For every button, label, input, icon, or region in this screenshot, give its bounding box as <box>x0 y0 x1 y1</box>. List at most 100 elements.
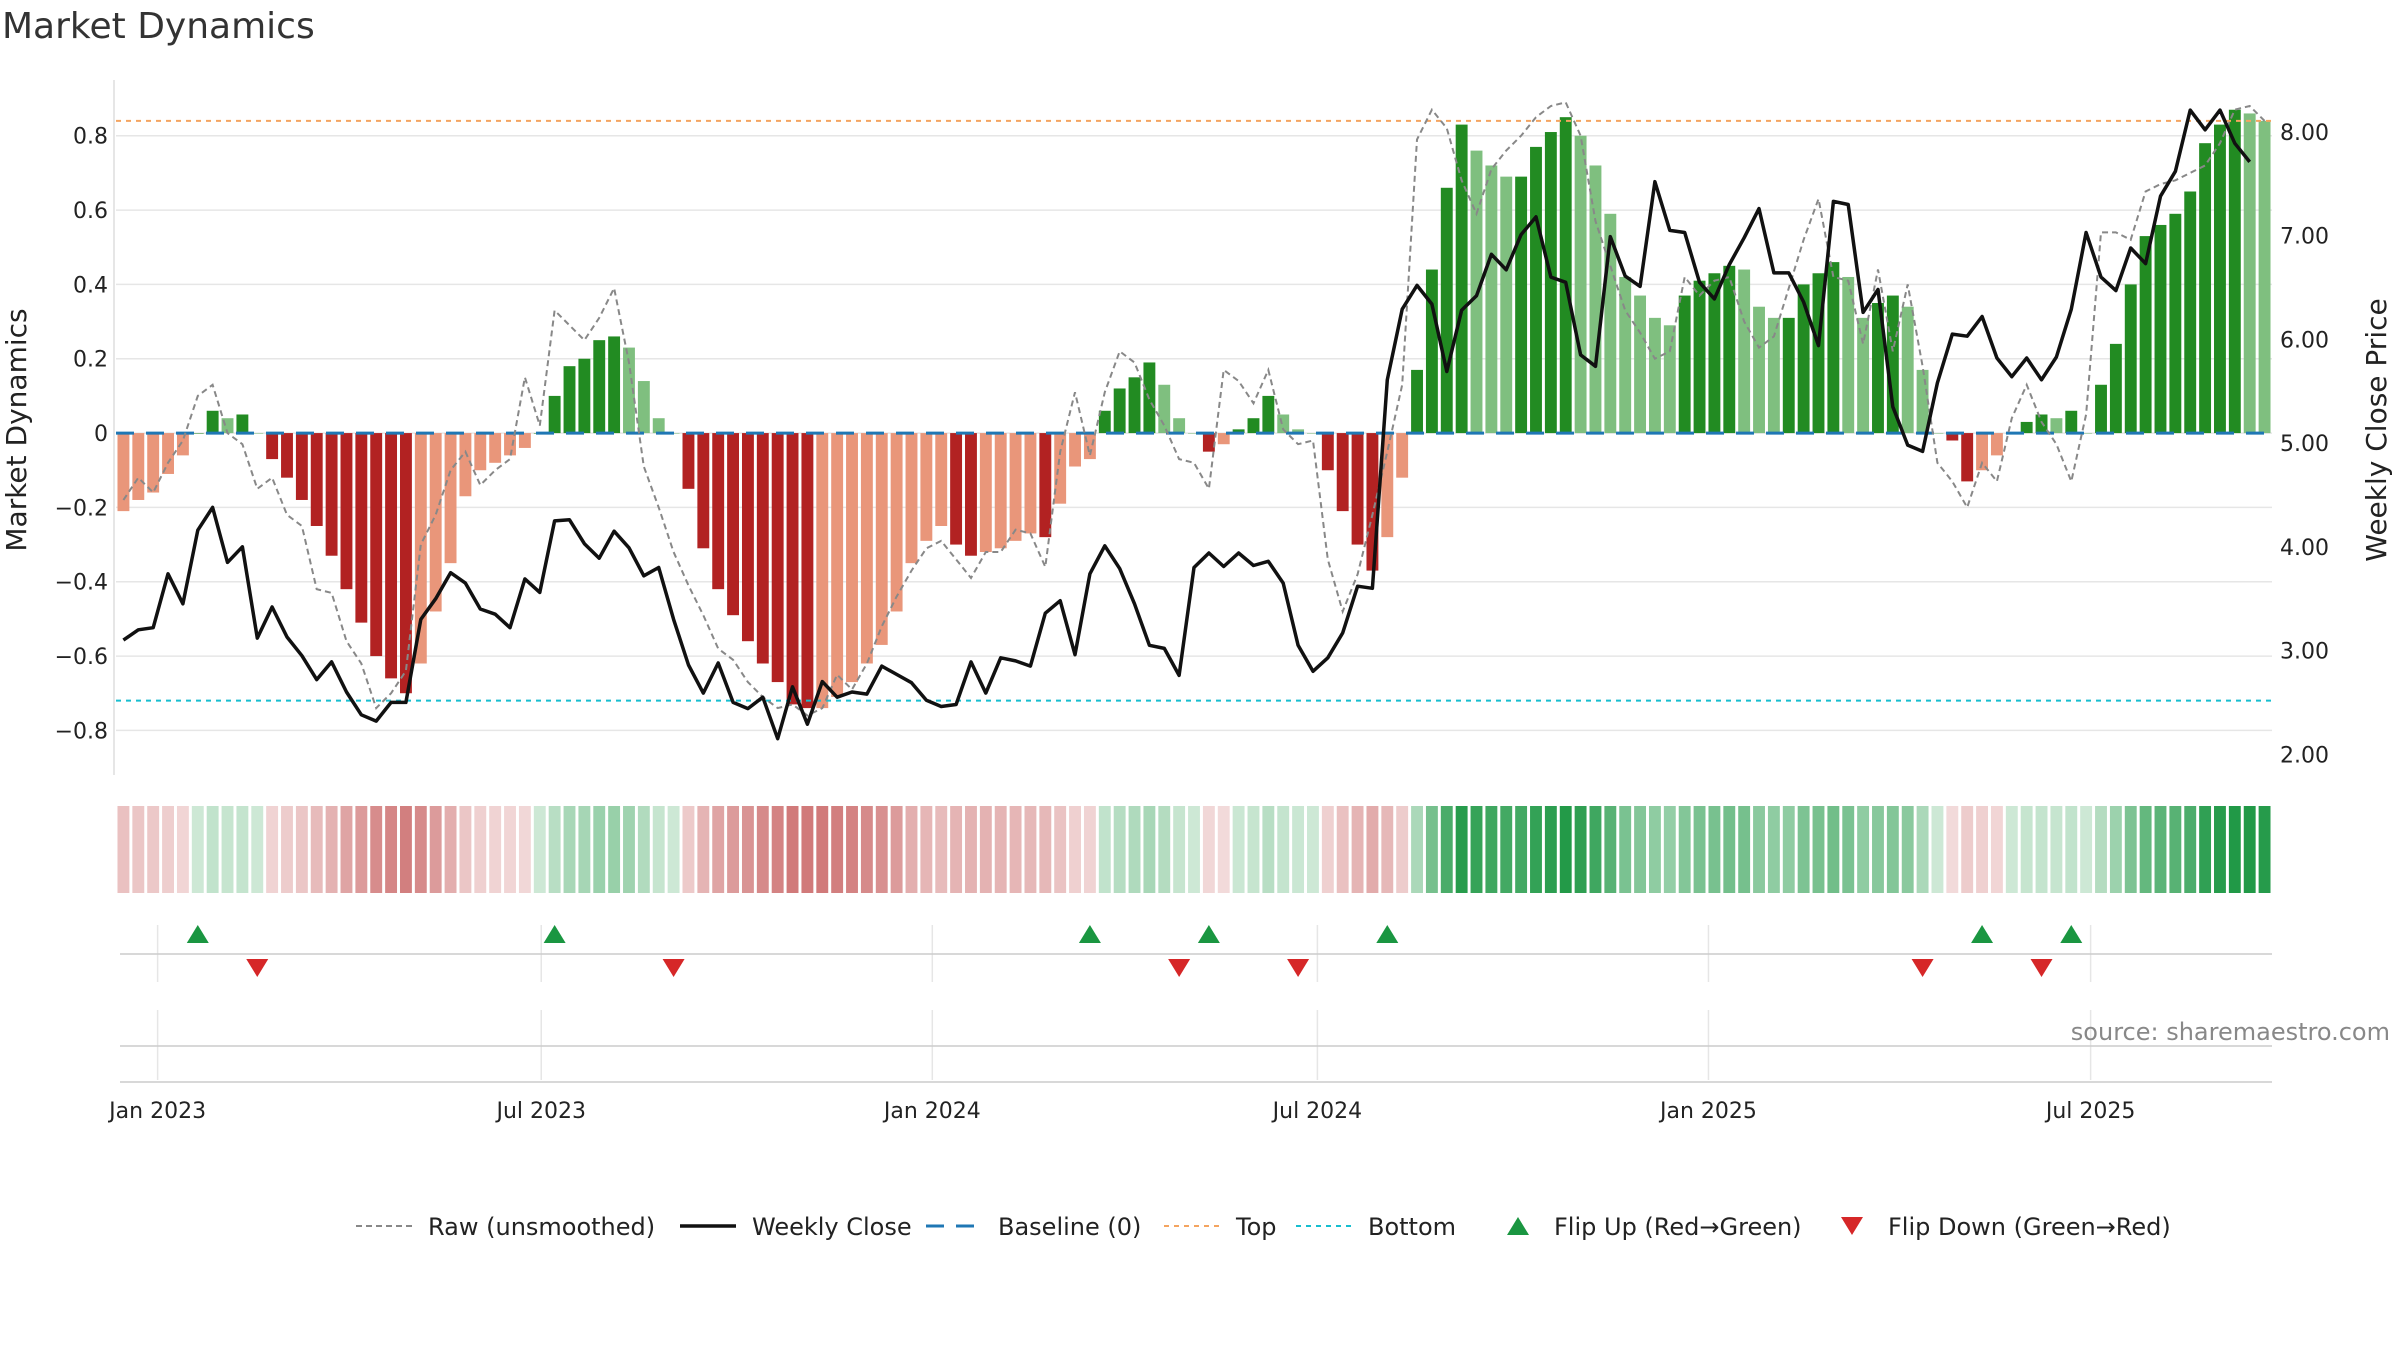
regime-cell <box>1619 806 1632 893</box>
dynamics-bar <box>846 433 858 683</box>
dynamics-bar <box>1678 295 1691 434</box>
dynamics-bar <box>786 433 799 705</box>
dynamics-bar <box>1351 433 1364 545</box>
dynamics-bar <box>2050 418 2063 434</box>
regime-cell <box>370 806 383 893</box>
regime-cell <box>1247 806 1260 893</box>
regime-cell <box>2035 806 2048 893</box>
axes: −0.8 −0.6 −0.4 −0.2 0 0.2 0.4 0.6 0.8 2.00 3.00 4.0… <box>55 80 2329 1124</box>
regime-cell <box>1292 806 1305 893</box>
dynamics-bar <box>1916 369 1929 434</box>
regime-cell <box>489 806 502 893</box>
dynamics-bar <box>1872 302 1884 434</box>
dynamics-bar <box>474 433 487 471</box>
regime-cell <box>117 806 130 893</box>
dynamics-bar <box>1812 273 1825 434</box>
regime-cell <box>191 806 204 893</box>
dynamics-bar <box>2199 143 2212 434</box>
dynamics-bar <box>1247 418 1260 434</box>
regime-cell <box>504 806 516 893</box>
dynamics-bar <box>399 433 412 694</box>
y2-tick-label: 3.00 <box>2280 640 2329 665</box>
regime-cell <box>295 806 308 893</box>
regime-cell <box>756 806 769 893</box>
regime-cell <box>935 806 948 893</box>
dynamics-bar <box>310 433 323 526</box>
x-tick-label: Jul 2023 <box>494 1099 586 1124</box>
regime-cell <box>1708 806 1721 893</box>
regime-cell <box>1396 806 1409 893</box>
dynamics-bar <box>1693 280 1706 434</box>
regime-cell <box>741 806 754 893</box>
regime-cell <box>1782 806 1795 893</box>
regime-cell <box>979 806 992 893</box>
dynamics-bar <box>1202 433 1215 452</box>
regime-cell <box>786 806 799 893</box>
regime-cell <box>1946 806 1959 893</box>
regime-cell <box>1530 806 1542 893</box>
regime-cell <box>965 806 977 893</box>
dynamics-bar <box>1946 433 1959 441</box>
regime-cell <box>1678 806 1691 893</box>
legend-label: Bottom <box>1368 1213 1456 1241</box>
dynamics-bar <box>1723 265 1736 434</box>
regime-cell <box>147 806 160 893</box>
regime-cell <box>1009 806 1022 893</box>
dynamics-bar <box>548 395 561 434</box>
dynamics-bar <box>637 381 650 434</box>
dynamics-bar <box>1634 295 1647 434</box>
dynamics-bar <box>1039 433 1052 538</box>
y2-tick-label: 2.00 <box>2280 743 2329 768</box>
regime-cell <box>920 806 933 893</box>
regime-cell <box>2020 806 2033 893</box>
dynamics-bar <box>1976 433 1989 471</box>
regime-cell <box>1648 806 1661 893</box>
dynamics-bar <box>1083 433 1096 460</box>
regime-cell <box>563 806 576 893</box>
dynamics-bar <box>563 366 576 434</box>
dynamics-bar <box>1782 317 1795 434</box>
regime-cell <box>1217 806 1230 893</box>
dynamics-bar <box>608 336 621 434</box>
regime-cell <box>1351 806 1364 893</box>
dynamics-bar <box>578 358 591 434</box>
dynamics-bar <box>875 433 888 645</box>
regime-cell <box>831 806 844 893</box>
y2-axis-label: Weekly Close Price <box>2360 298 2393 561</box>
flip-up-marker <box>1376 925 1399 943</box>
regime-cell <box>2080 806 2093 893</box>
regime-cell <box>176 806 189 893</box>
legend-label: Flip Down (Green→Red) <box>1888 1213 2171 1241</box>
legend: Raw (unsmoothed) Weekly Close Baseline (0)… <box>356 1213 2171 1241</box>
dynamics-bar <box>2109 343 2122 434</box>
regime-cell <box>2065 806 2078 893</box>
dynamics-bar <box>1886 295 1899 434</box>
dynamics-bar <box>1990 433 2003 456</box>
regime-cell <box>1411 806 1423 893</box>
bars <box>117 109 2271 709</box>
regime-cell <box>1307 806 1319 893</box>
regime-cell <box>414 806 427 893</box>
legend-swatch <box>1841 1217 1863 1235</box>
regime-cell <box>236 806 249 893</box>
dynamics-bar <box>2228 109 2241 434</box>
dynamics-bar <box>920 433 933 541</box>
y-tick-label: −0.8 <box>55 719 108 744</box>
regime-cell <box>608 806 621 893</box>
regime-cell <box>1381 806 1394 893</box>
dynamics-bar <box>1797 284 1810 434</box>
regime-cell <box>2258 806 2271 893</box>
flip-down-marker <box>2030 959 2053 977</box>
source-text: source: sharemaestro.com <box>2071 1018 2390 1046</box>
regime-cell <box>1990 806 2003 893</box>
dynamics-bar <box>176 433 189 456</box>
regime-cell <box>593 806 606 893</box>
dynamics-bar <box>950 433 963 545</box>
dynamics-bar <box>890 433 903 612</box>
dynamics-bar <box>2035 414 2048 434</box>
regime-cell <box>637 806 650 893</box>
regime-cell <box>1872 806 1884 893</box>
regime-cell <box>518 806 531 893</box>
lines <box>116 101 2272 741</box>
